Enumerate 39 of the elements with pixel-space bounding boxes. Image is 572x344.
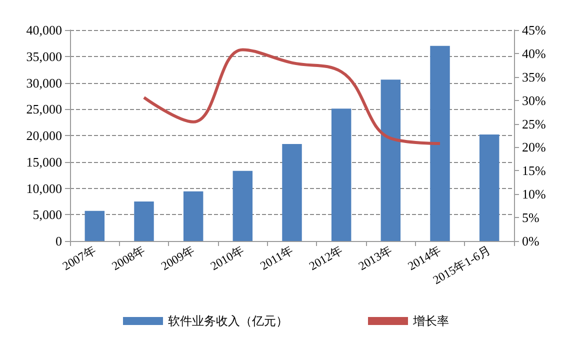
bar <box>331 108 352 241</box>
y2-tick-label: 25% <box>522 116 546 132</box>
x-tick-label: 2013年 <box>356 242 394 274</box>
bar <box>232 170 253 241</box>
bar <box>183 191 204 241</box>
legend-label: 软件业务收入（亿元） <box>168 314 288 328</box>
x-tick-label: 2008年 <box>109 242 148 274</box>
y2-tick-label: 45% <box>522 22 546 38</box>
y-tick-label: 40,000 <box>26 22 62 38</box>
x-tick-label: 2010年 <box>208 242 246 274</box>
legend-label: 增长率 <box>412 314 449 328</box>
x-tick-label: 2007年 <box>60 242 98 274</box>
y2-tick-label: 0% <box>522 234 540 248</box>
x-tick-label: 2009年 <box>158 242 197 274</box>
y2-tick-label: 15% <box>522 163 546 178</box>
y-tick-label: 20,000 <box>26 128 62 143</box>
y-tick-label: 35,000 <box>26 48 62 64</box>
bar <box>380 80 401 241</box>
y-tick-label: 0 <box>56 234 62 248</box>
y2-tick-label: 35% <box>522 69 546 84</box>
y2-tick-label: 40% <box>522 46 546 61</box>
y-tick-label: 5,000 <box>32 207 62 222</box>
y-tick-label: 15,000 <box>26 154 62 170</box>
x-tick-label: 2014年 <box>405 242 444 274</box>
y-tick-label: 10,000 <box>26 180 62 196</box>
bar <box>479 134 500 241</box>
bar <box>430 46 450 241</box>
y2-tick-label: 20% <box>522 140 546 155</box>
y2-tick-label: 5% <box>522 210 540 226</box>
bar <box>84 210 105 241</box>
bar <box>134 201 154 241</box>
x-tick-label: 2012年 <box>306 242 345 274</box>
bar <box>282 144 302 241</box>
x-tick-label: 2011年 <box>258 242 296 273</box>
line-series <box>142 48 442 145</box>
y-tick-label: 25,000 <box>26 102 62 117</box>
y-tick-label: 30,000 <box>26 75 62 90</box>
y2-tick-label: 10% <box>522 186 546 202</box>
y2-tick-label: 30% <box>522 92 546 108</box>
